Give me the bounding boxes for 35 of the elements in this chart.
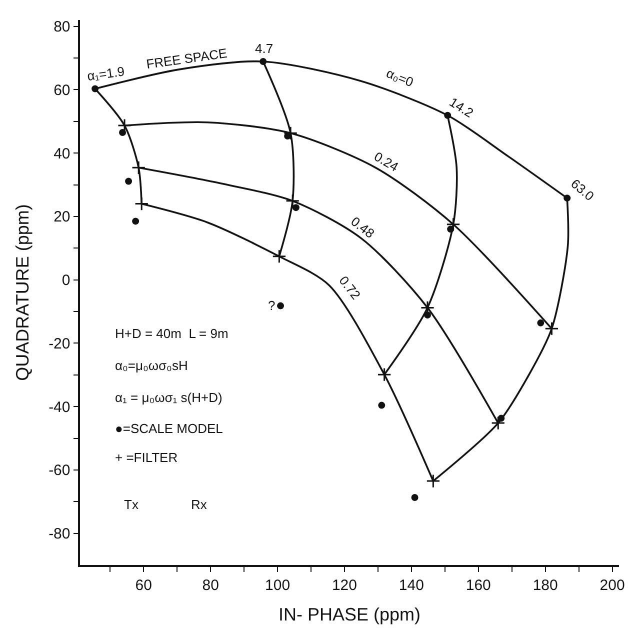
- x-tick-label: 180: [532, 576, 558, 594]
- x-tick-label: 80: [202, 576, 219, 594]
- y-tick-label: 20: [54, 208, 70, 226]
- annotation: ●=SCALE MODEL: [115, 421, 223, 436]
- annotation: ?: [268, 298, 276, 313]
- annotation: Tx: [124, 497, 139, 512]
- y-tick-label: -80: [48, 526, 70, 543]
- y-tick-label: 80: [54, 18, 70, 36]
- x-tick-label: 140: [398, 576, 424, 594]
- annotation: 14.2: [446, 94, 476, 121]
- annotation: 4.7: [255, 41, 274, 56]
- annotation: α₁=1.9: [86, 64, 126, 84]
- x-axis-title: IN- PHASE (ppm): [278, 604, 421, 624]
- y-tick-label: -60: [48, 462, 70, 480]
- y-axis-title: QUADRATURE (ppm): [12, 204, 32, 381]
- x-tick-label: 60: [135, 576, 152, 594]
- y-tick-label: -40: [48, 398, 70, 416]
- annotation: α₁ = μ₀ωσ₁ s(H+D): [115, 390, 222, 405]
- annotation: + =FILTER: [115, 450, 178, 465]
- x-tick-label: 200: [600, 576, 625, 594]
- y-tick-label: 60: [54, 82, 70, 99]
- annotation: Rx: [191, 497, 208, 512]
- annotation: 0.24: [372, 148, 402, 174]
- x-tick-label: 120: [332, 576, 357, 594]
- annotation: 63.0: [568, 176, 598, 204]
- y-tick-label: 40: [54, 145, 70, 162]
- annotation: α₀=0: [384, 65, 416, 90]
- x-tick-label: 160: [466, 576, 491, 594]
- annotation: 0.48: [348, 214, 378, 242]
- annotation: H+D = 40m L = 9m: [115, 326, 228, 341]
- y-tick-label: 0: [62, 272, 70, 290]
- y-tick-label: -20: [48, 335, 70, 352]
- annotation: α₀=μ₀ωσ₀sH: [115, 358, 188, 373]
- annotation: FREE SPACE: [145, 45, 228, 72]
- x-tick-label: 100: [265, 576, 290, 594]
